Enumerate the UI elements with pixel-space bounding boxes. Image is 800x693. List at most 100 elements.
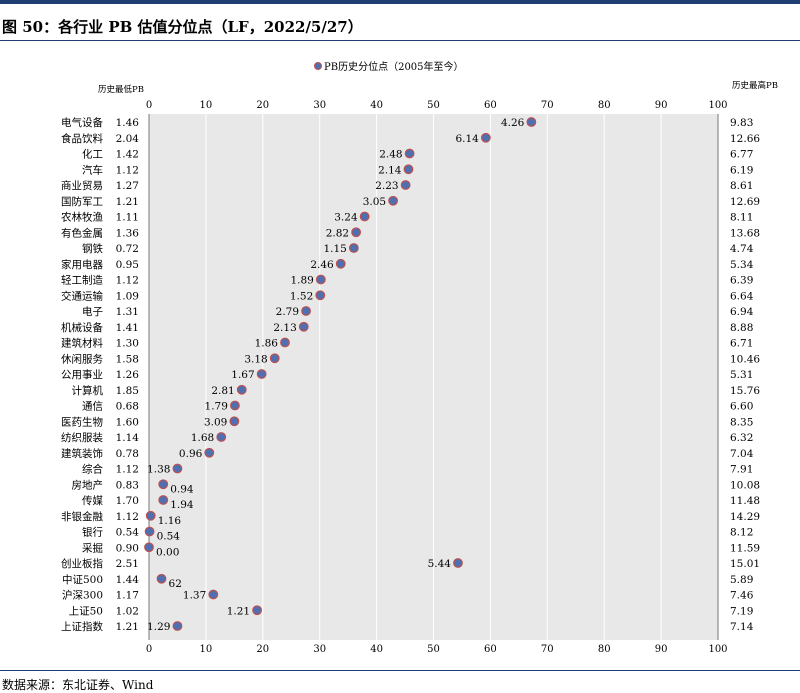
row-label: 机械设备 <box>61 321 103 334</box>
current-pb-label: 3.24 <box>334 212 358 224</box>
legend-marker <box>314 62 322 70</box>
chart-row: 计算机 1.85 15.76 2.81 <box>72 384 761 397</box>
row-label: 汽车 <box>82 163 103 176</box>
x-tick-label-bottom: 80 <box>598 644 611 655</box>
percentile-point <box>298 321 309 332</box>
chart-row: 化工 1.42 6.77 2.48 <box>82 148 753 161</box>
percentile-point <box>403 164 414 175</box>
current-pb-label: 1.89 <box>290 275 313 287</box>
max-pb-label: 10.08 <box>730 479 760 491</box>
max-pb-label: 10.46 <box>730 353 760 365</box>
current-pb-label: 2.82 <box>326 227 349 239</box>
max-pb-label: 15.01 <box>730 558 760 570</box>
current-pb-label: 3.09 <box>204 416 227 428</box>
min-pb-label: 1.60 <box>116 416 139 428</box>
min-pb-label: 1.14 <box>116 432 140 444</box>
x-tick-label-top: 40 <box>370 100 383 111</box>
row-label: 通信 <box>82 401 103 413</box>
chart-row: 电子 1.31 6.94 2.79 <box>82 305 754 318</box>
percentile-point <box>453 558 463 568</box>
max-pb-label: 12.66 <box>730 133 760 145</box>
min-pb-label: 1.02 <box>116 605 139 617</box>
min-pb-label: 1.41 <box>116 322 139 334</box>
figure-title: 图 50：各行业 PB 估值分位点（LF，2022/5/27） <box>2 18 363 36</box>
x-tick-label-bottom: 10 <box>200 644 213 655</box>
min-pb-label: 1.36 <box>116 227 140 239</box>
chart-row: 汽车 1.12 6.19 2.14 <box>82 163 753 176</box>
max-pb-label: 7.19 <box>730 605 753 617</box>
percentile-point <box>216 432 227 442</box>
row-label: 商业贸易 <box>61 179 103 192</box>
row-label: 纺织服装 <box>61 431 103 444</box>
axis-ticks: 0 0 10 10 20 20 30 30 40 40 50 50 60 60 70 70 80 80 90 90 10… <box>146 100 728 655</box>
min-pb-label: 1.12 <box>116 464 139 476</box>
chart-row: 创业板指 2.51 15.01 5.44 <box>61 557 760 570</box>
percentile-point <box>172 621 183 631</box>
min-pb-label: 0.95 <box>116 259 139 271</box>
current-pb-label: 0.94 <box>170 483 194 495</box>
max-pb-label: 13.68 <box>730 227 760 239</box>
row-label: 创业板指 <box>61 557 103 570</box>
row-label: 电子 <box>82 305 103 318</box>
max-pb-label: 12.69 <box>730 196 760 208</box>
chart-row: 电气设备 1.46 9.83 4.26 <box>61 116 753 129</box>
row-label: 公用事业 <box>61 368 103 381</box>
min-pb-label: 0.90 <box>116 542 139 554</box>
row-label: 交通运输 <box>61 289 103 302</box>
chart-row: 上证50 1.02 7.19 1.21 <box>69 605 754 617</box>
max-pb-label: 7.91 <box>730 464 753 476</box>
row-label: 房地产 <box>72 478 104 491</box>
chart-row: 非银金融 1.12 14.29 1.16 <box>61 510 760 527</box>
left-header: 历史最低PB <box>98 84 144 95</box>
max-pb-label: 7.46 <box>730 590 754 602</box>
chart-row: 纺织服装 1.14 6.32 1.68 <box>61 431 753 444</box>
x-tick-label-bottom: 30 <box>313 644 326 655</box>
source-note: 数据来源：东北证券、Wind <box>2 678 154 692</box>
min-pb-label: 1.85 <box>116 385 139 397</box>
chart-row: 食品饮料 2.04 12.66 6.14 <box>61 132 760 145</box>
max-pb-label: 15.76 <box>730 385 760 397</box>
x-tick-label-top: 50 <box>427 100 440 111</box>
chart-row: 通信 0.68 6.60 1.79 <box>82 401 753 413</box>
row-label: 食品饮料 <box>61 132 103 145</box>
chart-row: 交通运输 1.09 6.64 1.52 <box>61 289 754 302</box>
chart-row: 建筑装饰 0.78 7.04 0.96 <box>61 447 754 460</box>
chart-row: 建筑材料 1.30 6.71 1.86 <box>61 337 753 350</box>
max-pb-label: 6.19 <box>730 164 753 176</box>
current-pb-label: 1.94 <box>170 499 194 511</box>
title-divider <box>0 40 800 41</box>
chart-legend: PB历史分位点（2005年至今） <box>314 60 464 73</box>
min-pb-label: 1.12 <box>116 511 139 523</box>
current-pb-label: 1.79 <box>205 401 228 413</box>
percentile-point <box>359 211 370 222</box>
row-label: 家用电器 <box>61 258 103 271</box>
row-label: 钢铁 <box>82 242 103 255</box>
current-pb-label: 2.14 <box>378 164 402 176</box>
percentile-point <box>256 369 267 379</box>
source-divider <box>0 670 800 671</box>
x-tick-label-top: 10 <box>200 100 213 111</box>
row-label: 农林牧渔 <box>61 211 103 224</box>
current-pb-label: 1.86 <box>255 338 279 350</box>
max-pb-label: 5.89 <box>730 574 753 586</box>
current-pb-label: 3.05 <box>363 196 386 208</box>
chart-row: 休闲服务 1.58 10.46 3.18 <box>61 352 760 365</box>
current-pb-label: 1.15 <box>323 243 346 255</box>
chart-row: 国防军工 1.21 12.69 3.05 <box>61 195 760 208</box>
chart-row: 家用电器 0.95 5.34 2.46 <box>61 258 754 271</box>
min-pb-label: 0.68 <box>116 401 139 413</box>
x-tick-label-top: 60 <box>484 100 497 111</box>
percentile-point <box>301 306 311 316</box>
percentile-point <box>158 479 169 490</box>
max-pb-label: 9.83 <box>730 117 753 129</box>
percentile-point <box>208 589 219 600</box>
percentile-point <box>315 274 326 285</box>
percentile-point <box>335 258 346 269</box>
current-pb-label: 6.14 <box>455 133 479 145</box>
current-pb-label: 62 <box>169 578 182 590</box>
max-pb-label: 6.71 <box>730 338 753 350</box>
max-pb-label: 6.39 <box>730 275 753 287</box>
current-pb-label: 0.00 <box>156 546 179 558</box>
row-label: 建筑材料 <box>61 337 103 350</box>
pb-percentile-chart: PB历史分位点（2005年至今） 历史最低PB 历史最高PB 0 0 10 10 20 2… <box>61 60 778 655</box>
